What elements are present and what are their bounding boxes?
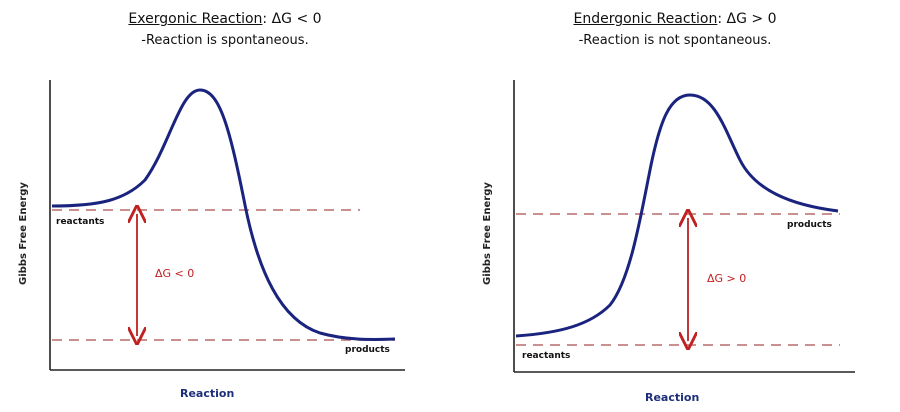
exergonic-panel: Exergonic Reaction: ΔG < 0 -Reaction is … <box>128 11 322 48</box>
endergonic-title-label: Endergonic Reaction <box>573 11 718 27</box>
exergonic-title-relation: ΔG < 0 <box>271 11 322 27</box>
endergonic-products-label: products <box>787 220 832 230</box>
endergonic-x-axis-label: Reaction <box>645 391 699 404</box>
endergonic-title: Endergonic Reaction: ΔG > 0 <box>573 11 777 27</box>
exergonic-diagram: ΔG < 0 reactants products Gibbs Free Ene… <box>18 80 405 400</box>
endergonic-energy-curve <box>515 93 839 338</box>
endergonic-subtitle: -Reaction is not spontaneous. <box>578 33 772 48</box>
exergonic-x-axis-label: Reaction <box>180 387 234 400</box>
endergonic-reactants-label: reactants <box>522 351 570 361</box>
exergonic-title-label: Exergonic Reaction <box>128 11 263 27</box>
exergonic-energy-curve <box>51 88 396 341</box>
exergonic-products-label: products <box>345 345 390 355</box>
endergonic-title-relation: ΔG > 0 <box>726 11 777 27</box>
exergonic-delta-g-label: ΔG < 0 <box>155 267 194 280</box>
endergonic-diagram: ΔG > 0 products reactants Gibbs Free Ene… <box>482 80 855 404</box>
exergonic-title: Exergonic Reaction: ΔG < 0 <box>128 11 322 27</box>
exergonic-y-axis-label: Gibbs Free Energy <box>18 182 29 285</box>
endergonic-y-axis-label: Gibbs Free Energy <box>482 182 493 285</box>
exergonic-reactants-label: reactants <box>56 217 104 227</box>
endergonic-delta-g-label: ΔG > 0 <box>707 272 746 285</box>
endergonic-panel: Endergonic Reaction: ΔG > 0 -Reaction is… <box>450 0 900 412</box>
exergonic-subtitle: -Reaction is spontaneous. <box>141 33 309 48</box>
